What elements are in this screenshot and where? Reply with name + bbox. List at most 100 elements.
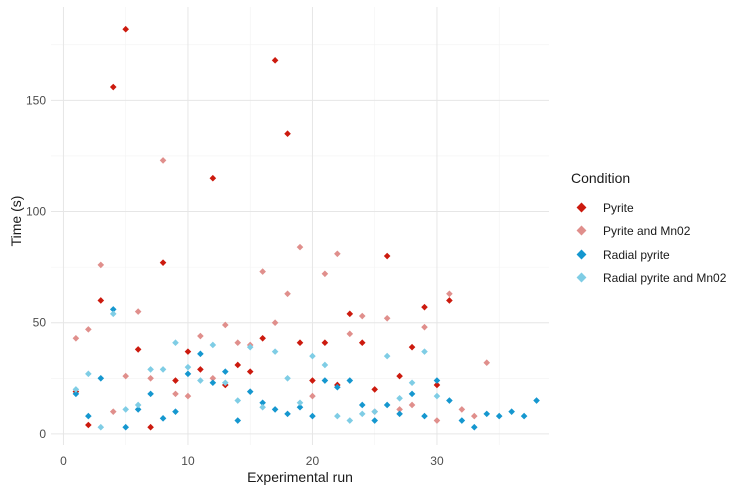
point-pyrite: [246, 368, 254, 375]
legend-key-pyrite: [576, 202, 587, 213]
point-radial-pyrite-and-mn02: [358, 410, 366, 418]
point-pyrite-and-mn02: [85, 326, 92, 333]
point-pyrite: [122, 25, 129, 33]
legend-label: Pyrite: [603, 200, 634, 215]
point-radial-pyrite: [246, 388, 254, 395]
point-pyrite-and-mn02: [97, 261, 105, 269]
point-radial-pyrite-and-mn02: [259, 403, 266, 411]
x-tick-label: 0: [60, 454, 67, 468]
point-pyrite-and-mn02: [383, 314, 391, 322]
point-pyrite: [421, 303, 428, 311]
point-radial-pyrite-and-mn02: [234, 397, 242, 404]
point-radial-pyrite-and-mn02: [72, 386, 80, 393]
point-radial-pyrite-and-mn02: [85, 370, 92, 378]
point-radial-pyrite-and-mn02: [396, 395, 403, 402]
point-radial-pyrite: [134, 406, 142, 413]
point-radial-pyrite: [72, 390, 80, 398]
point-radial-pyrite-and-mn02: [209, 341, 217, 349]
point-pyrite-and-mn02: [172, 390, 179, 398]
point-radial-pyrite: [408, 390, 416, 398]
point-radial-pyrite: [346, 377, 354, 384]
point-pyrite: [296, 339, 304, 347]
point-radial-pyrite-and-mn02: [321, 361, 329, 369]
point-pyrite: [433, 381, 441, 389]
point-radial-pyrite: [159, 415, 167, 422]
x-axis-tick-labels: 0 10 20 30: [60, 454, 444, 468]
point-pyrite: [197, 366, 204, 373]
point-radial-pyrite: [495, 412, 503, 420]
point-radial-pyrite: [97, 374, 105, 382]
point-pyrite-and-mn02: [446, 290, 453, 298]
point-pyrite: [284, 130, 291, 138]
point-radial-pyrite: [446, 397, 453, 404]
point-pyrite: [172, 377, 179, 384]
point-radial-pyrite-and-mn02: [222, 379, 229, 387]
point-radial-pyrite: [383, 401, 391, 409]
point-pyrite-and-mn02: [433, 417, 441, 424]
point-radial-pyrite-and-mn02: [371, 408, 378, 415]
legend-key-radial-pyrite: [576, 249, 587, 260]
point-radial-pyrite: [122, 423, 129, 431]
point-pyrite-and-mn02: [271, 319, 279, 327]
legend-label: Radial pyrite: [603, 247, 670, 262]
x-tick-label: 20: [306, 454, 320, 468]
point-pyrite-and-mn02: [309, 392, 316, 400]
point-radial-pyrite: [147, 390, 154, 398]
legend-key-pyrite-and-mn02: [576, 225, 587, 236]
point-pyrite: [147, 423, 154, 431]
point-radial-pyrite: [396, 410, 403, 418]
legend-key-radial-pyrite-and-mn02: [576, 272, 587, 283]
point-radial-pyrite: [334, 383, 341, 391]
y-tick-label: 150: [26, 93, 46, 107]
point-radial-pyrite: [471, 423, 478, 431]
point-radial-pyrite-and-mn02: [246, 343, 254, 351]
legend-label: Radial pyrite and Mn02: [603, 271, 727, 286]
x-axis-title: Experimental run: [247, 469, 353, 485]
point-pyrite-and-mn02: [109, 408, 117, 415]
minor-gridlines: [51, 7, 549, 445]
point-pyrite-and-mn02: [483, 359, 491, 367]
point-radial-pyrite-and-mn02: [197, 377, 204, 384]
point-pyrite-and-mn02: [346, 330, 354, 338]
point-pyrite-and-mn02: [334, 250, 341, 258]
point-pyrite: [408, 343, 416, 351]
point-radial-pyrite-and-mn02: [97, 423, 105, 431]
point-radial-pyrite-and-mn02: [408, 379, 416, 387]
y-axis-tick-labels: 0 50 100 150: [26, 93, 46, 441]
point-radial-pyrite-and-mn02: [433, 392, 441, 400]
point-pyrite-and-mn02: [259, 268, 266, 275]
point-radial-pyrite-and-mn02: [309, 352, 316, 360]
point-radial-pyrite: [222, 368, 229, 375]
y-tick-label: 0: [39, 427, 46, 441]
point-pyrite-and-mn02: [72, 334, 80, 342]
legend-item-pyrite: Pyrite: [571, 196, 726, 220]
legend-item-pyrite-and-mn02: Pyrite and Mn02: [571, 220, 726, 244]
point-radial-pyrite: [284, 410, 291, 418]
point-radial-pyrite: [184, 370, 192, 378]
point-pyrite-and-mn02: [147, 374, 154, 382]
point-radial-pyrite: [508, 408, 515, 415]
point-radial-pyrite-and-mn02: [184, 363, 192, 371]
y-axis-title: Time (s): [8, 196, 24, 247]
point-radial-pyrite: [358, 401, 366, 409]
point-radial-pyrite: [197, 350, 204, 358]
point-pyrite-and-mn02: [159, 157, 167, 164]
point-radial-pyrite: [458, 417, 466, 424]
y-tick-label: 100: [26, 205, 46, 219]
point-radial-pyrite-and-mn02: [383, 352, 391, 360]
point-radial-pyrite: [483, 410, 491, 418]
point-radial-pyrite-and-mn02: [147, 366, 154, 373]
point-pyrite: [209, 174, 217, 182]
point-pyrite-and-mn02: [358, 312, 366, 320]
point-pyrite: [396, 372, 403, 380]
point-radial-pyrite: [259, 399, 266, 407]
data-points: [72, 25, 540, 431]
point-radial-pyrite: [421, 412, 428, 420]
point-radial-pyrite: [433, 377, 441, 384]
point-radial-pyrite-and-mn02: [122, 406, 129, 413]
point-radial-pyrite: [109, 306, 117, 313]
point-pyrite-and-mn02: [471, 412, 478, 420]
point-pyrite: [97, 297, 105, 304]
point-pyrite: [259, 334, 266, 342]
point-pyrite-and-mn02: [234, 339, 242, 347]
